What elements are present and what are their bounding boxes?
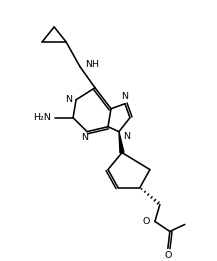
Polygon shape <box>119 132 124 153</box>
Text: NH: NH <box>85 60 99 69</box>
Text: O: O <box>164 251 172 260</box>
Text: N: N <box>122 92 128 101</box>
Text: N: N <box>123 132 130 141</box>
Text: N: N <box>65 95 72 104</box>
Text: N: N <box>82 133 89 142</box>
Text: O: O <box>143 217 150 226</box>
Text: H₂N: H₂N <box>33 113 51 122</box>
